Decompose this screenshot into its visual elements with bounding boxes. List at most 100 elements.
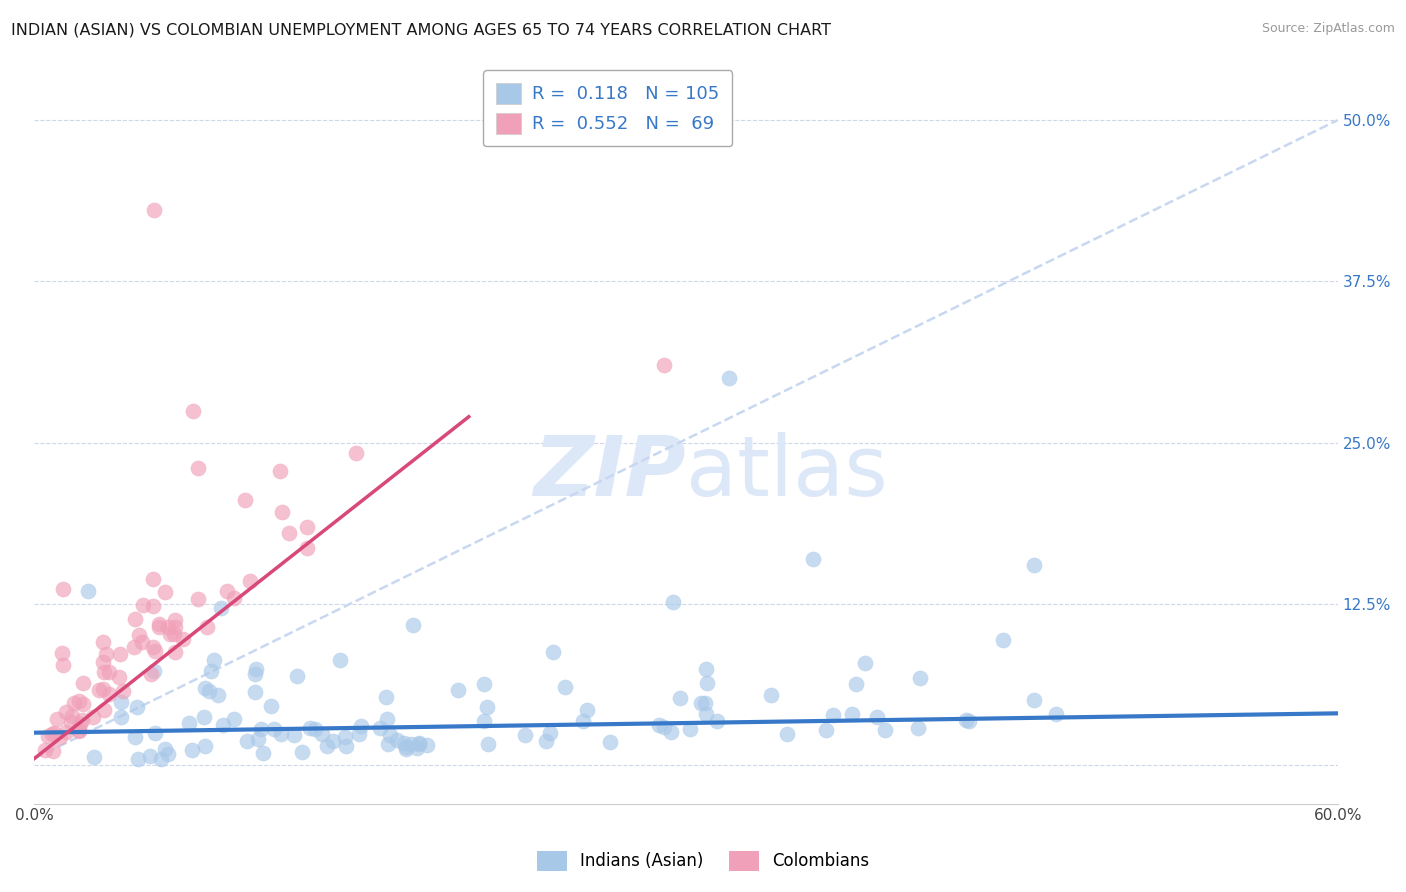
Point xyxy=(249,723,271,737)
Point xyxy=(472,714,495,729)
Point xyxy=(195,620,218,634)
Point xyxy=(652,720,675,734)
Point xyxy=(536,734,558,748)
Point xyxy=(669,690,692,705)
Point xyxy=(873,723,896,737)
Point xyxy=(131,635,153,649)
Point xyxy=(955,713,977,727)
Point xyxy=(957,714,980,728)
Point xyxy=(127,699,149,714)
Point xyxy=(402,618,425,632)
Point xyxy=(271,505,294,519)
Point xyxy=(157,747,180,761)
Point xyxy=(142,640,165,655)
Point xyxy=(541,645,564,659)
Point xyxy=(87,683,110,698)
Legend: R =  0.118   N = 105, R =  0.552   N =  69: R = 0.118 N = 105, R = 0.552 N = 69 xyxy=(484,70,733,146)
Point xyxy=(333,730,356,744)
Point xyxy=(298,721,321,735)
Point xyxy=(93,682,115,697)
Point xyxy=(236,734,259,748)
Point xyxy=(350,719,373,733)
Point xyxy=(187,461,209,475)
Point xyxy=(52,657,75,672)
Point xyxy=(200,664,222,678)
Point xyxy=(83,749,105,764)
Point xyxy=(821,708,844,723)
Point xyxy=(110,695,132,709)
Point xyxy=(1022,558,1045,572)
Point xyxy=(215,584,238,599)
Point xyxy=(375,690,398,704)
Point xyxy=(239,574,262,588)
Point xyxy=(37,729,59,743)
Point xyxy=(163,620,186,634)
Point xyxy=(245,662,267,676)
Point xyxy=(841,706,863,721)
Point xyxy=(283,729,305,743)
Point xyxy=(368,722,391,736)
Point xyxy=(67,694,90,708)
Point xyxy=(845,677,868,691)
Point xyxy=(45,712,67,726)
Point xyxy=(247,731,270,746)
Point xyxy=(270,727,292,741)
Point xyxy=(139,666,162,681)
Point xyxy=(554,680,576,694)
Point xyxy=(55,705,77,719)
Point xyxy=(659,724,682,739)
Point xyxy=(329,653,352,667)
Point xyxy=(224,712,246,726)
Point xyxy=(142,572,165,586)
Point xyxy=(72,697,94,711)
Point xyxy=(222,591,245,605)
Point xyxy=(48,730,70,744)
Point xyxy=(194,681,217,695)
Point xyxy=(408,736,430,750)
Point xyxy=(395,742,418,756)
Point xyxy=(678,722,700,736)
Point xyxy=(156,620,179,634)
Point xyxy=(472,677,495,691)
Point xyxy=(335,739,357,753)
Point xyxy=(52,582,75,596)
Point xyxy=(159,627,181,641)
Point xyxy=(322,733,344,747)
Point xyxy=(148,616,170,631)
Point xyxy=(108,670,131,684)
Point xyxy=(695,696,717,710)
Point xyxy=(662,595,685,609)
Point xyxy=(110,710,132,724)
Point xyxy=(853,656,876,670)
Point xyxy=(149,751,172,765)
Point xyxy=(477,737,499,751)
Point xyxy=(576,703,599,717)
Point xyxy=(142,203,165,218)
Point xyxy=(193,710,215,724)
Point xyxy=(63,696,86,710)
Point xyxy=(538,726,561,740)
Point xyxy=(112,683,135,698)
Point xyxy=(260,698,283,713)
Point xyxy=(124,730,146,744)
Point xyxy=(179,715,201,730)
Point xyxy=(866,710,889,724)
Point xyxy=(695,706,717,721)
Text: INDIAN (ASIAN) VS COLOMBIAN UNEMPLOYMENT AMONG AGES 65 TO 74 YEARS CORRELATION C: INDIAN (ASIAN) VS COLOMBIAN UNEMPLOYMENT… xyxy=(11,22,831,37)
Point xyxy=(394,736,416,750)
Point xyxy=(132,598,155,612)
Point xyxy=(198,684,221,698)
Point xyxy=(93,703,115,717)
Point xyxy=(290,745,312,759)
Point xyxy=(127,752,149,766)
Point xyxy=(991,633,1014,648)
Point xyxy=(405,741,427,756)
Point xyxy=(98,665,121,680)
Point xyxy=(599,735,621,749)
Text: Source: ZipAtlas.com: Source: ZipAtlas.com xyxy=(1261,22,1395,36)
Point xyxy=(815,723,838,737)
Point xyxy=(245,684,267,698)
Point xyxy=(67,723,90,738)
Point xyxy=(344,446,367,460)
Point xyxy=(233,492,256,507)
